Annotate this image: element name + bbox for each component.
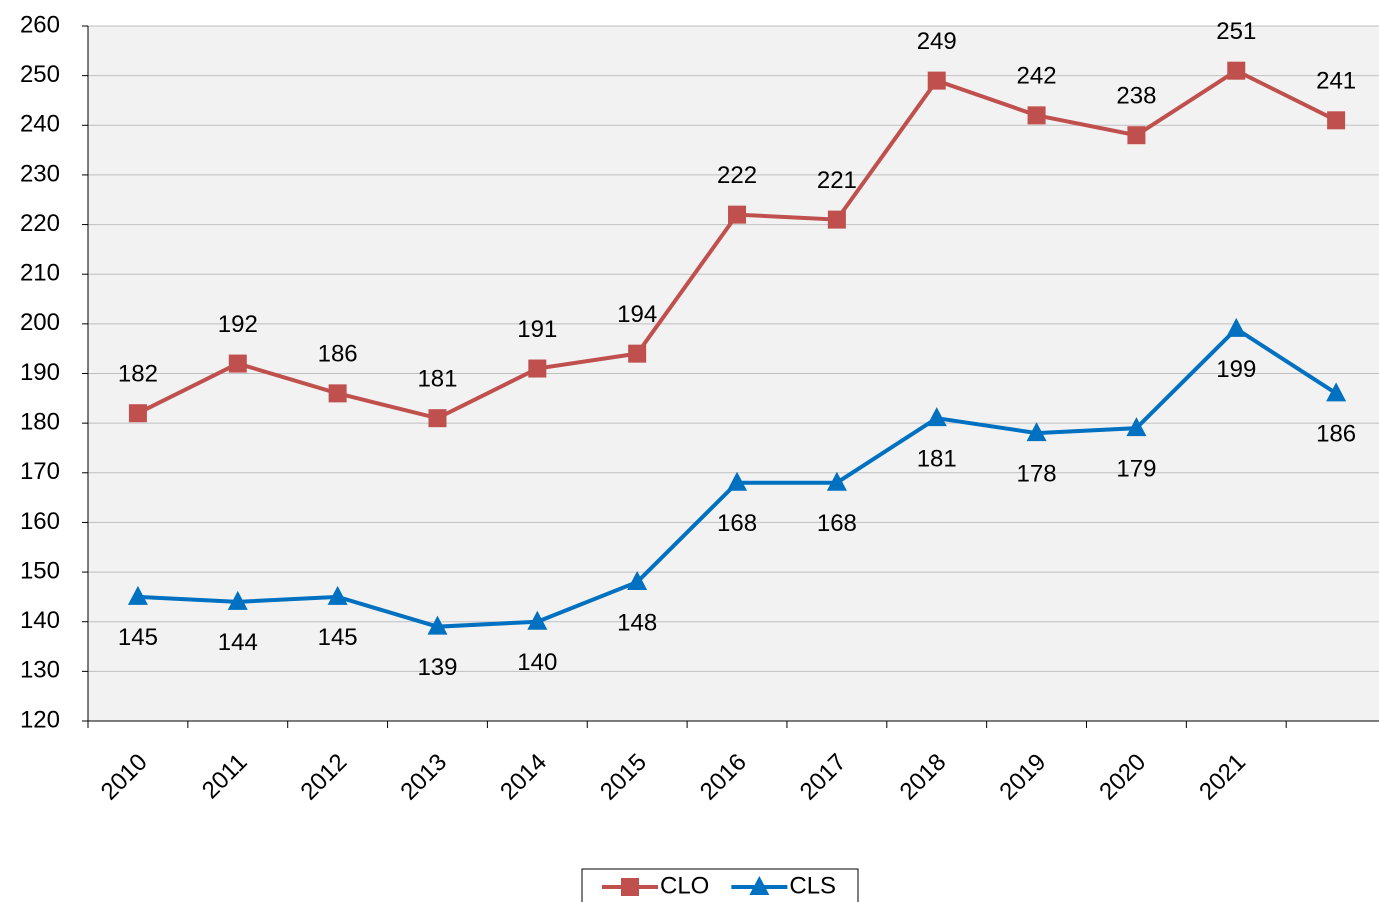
y-tick-label: 260 [20,11,60,38]
point [1026,422,1047,442]
point [528,359,547,378]
legend-marker [749,876,770,895]
point [227,590,248,610]
point [1227,61,1246,80]
x-tick-label: 2021 [1194,749,1251,806]
y-tick-label: 180 [20,408,60,435]
x-tick-label: 2018 [895,749,952,806]
series: 182 192 186 181 191 194 222 221 249 242 238 251 241 [118,18,1356,428]
data-label: 145 [118,624,158,651]
y-tick-label: 220 [20,210,60,237]
data-label: 168 [817,510,857,537]
y-tick-label: 140 [20,607,60,634]
x-tick-label: 2016 [695,749,752,806]
y-tick-label: 200 [20,309,60,336]
data-label: 179 [1116,455,1156,482]
data-label: 144 [218,629,258,656]
y-tick-label: 120 [20,706,60,733]
legend-label: CLS [789,872,836,899]
point [128,404,147,423]
point [1126,417,1147,437]
data-label: 238 [1116,83,1156,110]
point [1127,126,1146,145]
data-label: 199 [1216,356,1256,383]
legend-marker [621,878,639,896]
point [926,407,947,427]
point [728,205,747,224]
x-tick-label: 2014 [495,749,552,806]
y-tick-label: 240 [20,111,60,138]
x-tick-label: 2010 [96,749,153,806]
point [627,571,648,590]
y-tick-label: 160 [20,508,60,535]
data-label: 242 [1017,63,1057,90]
x-tick-label: 2017 [795,749,852,806]
data-label: 168 [717,510,757,537]
point [228,354,247,373]
data-label: 191 [517,316,557,343]
point [428,409,447,428]
data-label: 182 [118,361,158,388]
y-tick-label: 190 [20,359,60,386]
data-label: 148 [617,609,657,636]
point [427,615,448,635]
data-label: 186 [1316,421,1356,448]
data-label: 186 [318,341,358,368]
data-label: 194 [617,301,657,328]
x-tick-label: 2015 [595,749,652,806]
data-label: 178 [1017,460,1057,487]
data-label: 241 [1316,68,1356,95]
data-label: 140 [517,649,557,676]
point [127,585,148,605]
y-tick-label: 210 [20,260,60,287]
data-label: 221 [817,167,857,194]
point [727,471,748,491]
data-label: 181 [917,446,957,473]
x-tick-label: 2012 [296,749,353,806]
point [327,585,348,605]
x-tick-label: 2013 [395,749,452,806]
y-tick-label: 230 [20,160,60,187]
series: 145 144 145 139 140 148 168 168 181 178 179 199 186 [118,317,1356,681]
x-tick-label: 2019 [994,749,1051,806]
point [527,610,548,630]
point [1226,317,1247,337]
point [1326,382,1347,402]
x-tick-label: 2020 [1094,749,1151,806]
point [1327,111,1346,130]
legend-label: CLO [660,872,709,899]
x-tick-label: 2011 [197,749,253,805]
point [927,71,946,90]
point [1027,106,1046,125]
y-tick-label: 150 [20,557,60,584]
data-label: 181 [417,366,457,393]
point [628,344,647,363]
data-label: 249 [917,28,957,55]
data-label: 251 [1216,18,1256,45]
point [827,210,846,229]
data-label: 139 [417,654,457,681]
point [328,384,347,403]
y-tick-label: 130 [20,657,60,684]
legend: CLO CLS [581,868,859,902]
y-tick-label: 250 [20,61,60,88]
data-label: 192 [218,311,258,338]
point [826,471,847,491]
y-tick-label: 170 [20,458,60,485]
data-label: 222 [717,162,757,189]
data-label: 145 [318,624,358,651]
